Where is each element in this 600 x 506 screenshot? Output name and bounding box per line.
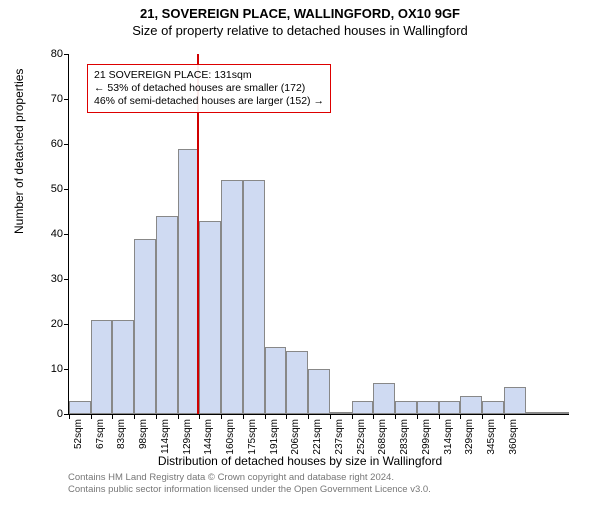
credits: Contains HM Land Registry data © Crown c… xyxy=(68,472,431,497)
x-tick-label: 83sqm xyxy=(116,419,127,459)
histogram-bar xyxy=(199,221,221,415)
annotation-box: 21 SOVEREIGN PLACE: 131sqm← 53% of detac… xyxy=(87,64,331,113)
x-tick-label: 175sqm xyxy=(247,419,258,459)
credits-line2: Contains public sector information licen… xyxy=(68,484,431,496)
histogram-bar xyxy=(526,412,548,414)
x-tick-label: 252sqm xyxy=(356,419,367,459)
x-tick-label: 314sqm xyxy=(443,419,454,459)
histogram-bar xyxy=(286,351,308,414)
histogram-bar xyxy=(69,401,91,415)
x-tick-label: 283sqm xyxy=(399,419,410,459)
histogram-bar xyxy=(243,180,265,414)
histogram-bar xyxy=(504,387,526,414)
credits-line1: Contains HM Land Registry data © Crown c… xyxy=(68,472,431,484)
x-tick-label: 329sqm xyxy=(464,419,475,459)
annotation-line: 21 SOVEREIGN PLACE: 131sqm xyxy=(94,69,324,82)
histogram-bar xyxy=(439,401,461,415)
x-tick-label: 268sqm xyxy=(377,419,388,459)
y-tick-label: 0 xyxy=(31,408,63,420)
x-tick-label: 360sqm xyxy=(508,419,519,459)
histogram-bar xyxy=(417,401,439,415)
x-tick-label: 52sqm xyxy=(73,419,84,459)
histogram-bar xyxy=(373,383,395,415)
y-tick-label: 20 xyxy=(31,318,63,330)
histogram-bar xyxy=(112,320,134,415)
histogram-plot: 0102030405060708052sqm67sqm83sqm98sqm114… xyxy=(68,54,569,415)
histogram-bar xyxy=(156,216,178,414)
histogram-bar xyxy=(134,239,156,415)
histogram-bar xyxy=(460,396,482,414)
x-tick-label: 237sqm xyxy=(334,419,345,459)
x-tick-label: 221sqm xyxy=(312,419,323,459)
y-tick-label: 50 xyxy=(31,183,63,195)
title-desc: Size of property relative to detached ho… xyxy=(0,23,600,38)
annotation-line: ← 53% of detached houses are smaller (17… xyxy=(94,82,324,95)
x-tick-label: 191sqm xyxy=(269,419,280,459)
x-tick-label: 67sqm xyxy=(95,419,106,459)
y-tick-label: 60 xyxy=(31,138,63,150)
histogram-bar xyxy=(221,180,243,414)
x-tick-label: 114sqm xyxy=(160,419,171,459)
x-tick-label: 160sqm xyxy=(225,419,236,459)
histogram-bar xyxy=(482,401,504,415)
histogram-bar xyxy=(91,320,113,415)
annotation-line: 46% of semi-detached houses are larger (… xyxy=(94,95,324,108)
y-axis-label: Number of detached properties xyxy=(12,69,26,234)
histogram-bar xyxy=(265,347,287,415)
y-tick-label: 40 xyxy=(31,228,63,240)
y-tick-label: 80 xyxy=(31,48,63,60)
x-tick-label: 129sqm xyxy=(182,419,193,459)
histogram-bar xyxy=(308,369,330,414)
x-tick-label: 345sqm xyxy=(486,419,497,459)
histogram-bar xyxy=(395,401,417,415)
y-tick-label: 70 xyxy=(31,93,63,105)
x-tick-label: 98sqm xyxy=(138,419,149,459)
histogram-bar xyxy=(352,401,374,415)
y-tick-label: 30 xyxy=(31,273,63,285)
title-address: 21, SOVEREIGN PLACE, WALLINGFORD, OX10 9… xyxy=(0,6,600,21)
x-tick-label: 144sqm xyxy=(203,419,214,459)
x-axis-label: Distribution of detached houses by size … xyxy=(0,454,600,468)
histogram-bar xyxy=(330,412,352,414)
y-tick-label: 10 xyxy=(31,363,63,375)
histogram-bar xyxy=(547,412,569,414)
x-tick-label: 299sqm xyxy=(421,419,432,459)
x-tick-label: 206sqm xyxy=(290,419,301,459)
